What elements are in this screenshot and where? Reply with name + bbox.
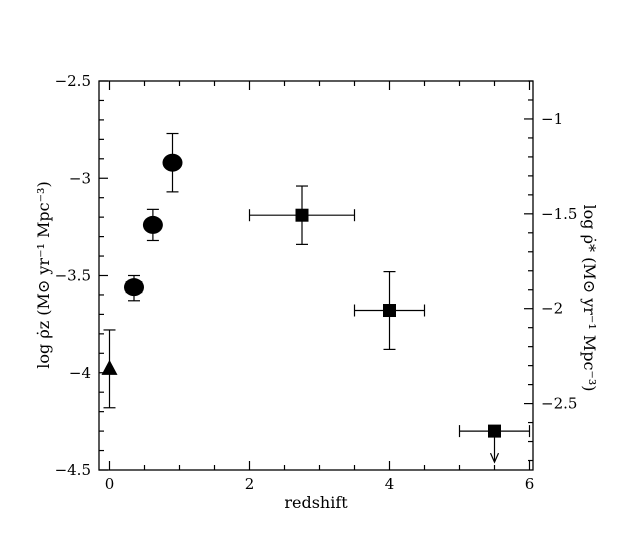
data-point-square xyxy=(295,208,309,222)
y-tick-label: −4 xyxy=(69,364,91,382)
x-axis-label: redshift xyxy=(284,493,348,512)
y-axis-label-right: log ρ̇* (M⊙ yr⁻¹ Mpc⁻³) xyxy=(580,204,599,391)
y-right-tick-label: −1 xyxy=(541,110,563,128)
y-tick-label: −3 xyxy=(69,169,91,187)
y-right-tick-label: −2.5 xyxy=(541,395,577,413)
data-point-square xyxy=(488,424,501,438)
markers xyxy=(101,153,501,438)
error-bars xyxy=(103,132,531,464)
data-point-circle xyxy=(162,153,183,172)
data-point-square xyxy=(383,304,396,318)
x-tick-label: 0 xyxy=(105,475,115,493)
plot-frame xyxy=(98,80,534,471)
y-axis-label-left: log ρ̇z (M⊙ yr⁻¹ Mpc⁻³) xyxy=(34,181,53,368)
y-tick-label: −3.5 xyxy=(55,267,91,285)
data-point-circle xyxy=(142,215,163,234)
ticks xyxy=(99,80,533,471)
data-point-triangle xyxy=(101,359,118,375)
x-tick-label: 4 xyxy=(385,475,395,493)
tick-labels: 0 2 4 6 −4.5 −4 −3.5 −3 −2.5 −2.5 −2 −1.5 −1 xyxy=(55,72,578,493)
y-tick-label: −2.5 xyxy=(55,72,91,90)
x-tick-label: 6 xyxy=(525,475,535,493)
x-tick-label: 2 xyxy=(245,475,255,493)
upper-limit-arrowhead xyxy=(489,452,500,464)
data-point-circle xyxy=(124,278,144,297)
y-right-tick-label: −1.5 xyxy=(541,205,577,223)
y-tick-label: −4.5 xyxy=(55,461,91,479)
y-right-tick-label: −2 xyxy=(541,300,563,318)
